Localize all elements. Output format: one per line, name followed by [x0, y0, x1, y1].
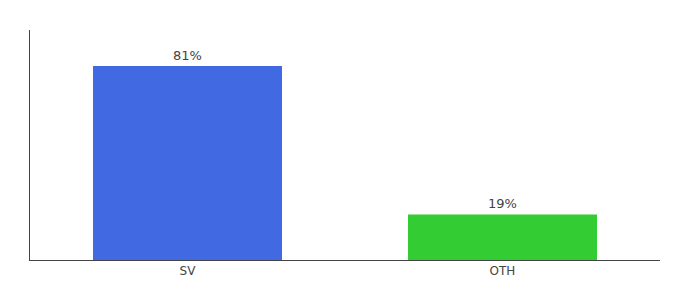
svg-text:OTH: OTH: [490, 264, 516, 278]
svg-text:19%: 19%: [488, 196, 517, 211]
svg-text:81%: 81%: [173, 48, 202, 63]
svg-text:SV: SV: [180, 264, 197, 278]
